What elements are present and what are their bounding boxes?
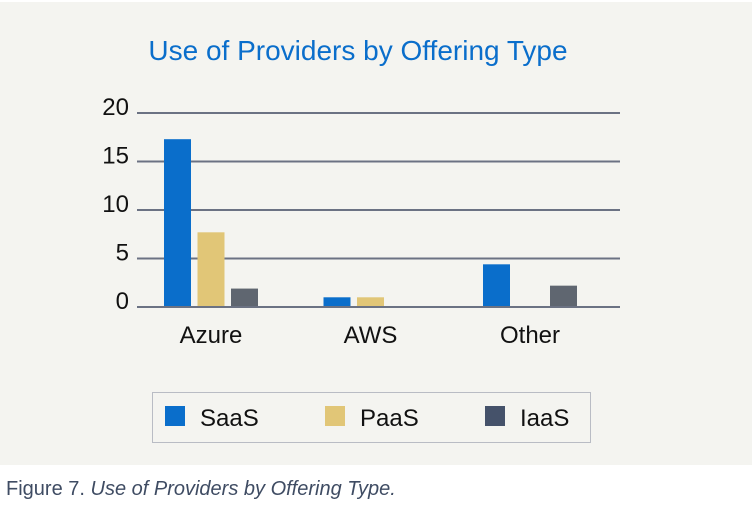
bar-azure-iaas	[231, 288, 258, 307]
y-tick-label: 15	[102, 143, 129, 170]
bars	[137, 139, 620, 308]
y-tick-label: 10	[102, 191, 129, 218]
legend-label-saas: SaaS	[200, 405, 259, 432]
legend-swatch-iaas	[485, 406, 505, 426]
bar-aws-saas	[323, 297, 351, 307]
bar-azure-saas	[164, 139, 191, 307]
y-axis-ticks: 0 5 10 15 20	[102, 94, 129, 315]
bar-other-saas	[483, 264, 510, 307]
x-tick-label: AWS	[344, 322, 398, 349]
legend-swatch-paas	[325, 406, 345, 426]
legend-box	[152, 392, 591, 443]
chart-title: Use of Providers by Offering Type	[148, 35, 567, 66]
legend-label-iaas: IaaS	[520, 405, 569, 432]
x-axis-labels: Azure AWS Other	[180, 322, 560, 349]
caption-prefix: Figure 7.	[6, 478, 85, 500]
y-tick-label: 5	[116, 240, 129, 267]
figure-caption: Figure 7. Use of Providers by Offering T…	[6, 478, 396, 501]
bar-other-iaas	[550, 285, 577, 307]
bar-aws-paas	[357, 297, 384, 307]
legend-swatch-saas	[165, 406, 185, 426]
caption-text: Use of Providers by Offering Type.	[90, 478, 396, 500]
x-tick-label: Other	[500, 322, 560, 349]
y-tick-label: 20	[102, 94, 129, 121]
x-tick-label: Azure	[180, 322, 243, 349]
bar-azure-paas	[197, 232, 225, 307]
chart-panel	[0, 2, 752, 465]
y-tick-label: 0	[116, 288, 129, 315]
legend: SaaS PaaS IaaS	[152, 392, 591, 443]
legend-label-paas: PaaS	[360, 405, 419, 432]
